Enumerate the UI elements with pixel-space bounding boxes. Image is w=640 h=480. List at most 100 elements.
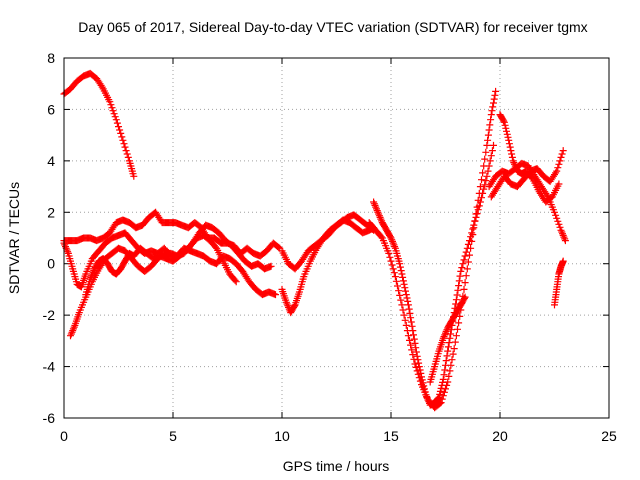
- data-point: [505, 136, 513, 144]
- data-point: [402, 291, 410, 299]
- data-point: [119, 136, 127, 144]
- plot-frame: [63, 57, 610, 419]
- data-point: [374, 208, 382, 216]
- data-point: [476, 183, 484, 191]
- data-point: [397, 267, 405, 275]
- data-point: [370, 200, 378, 208]
- data-point: [439, 392, 447, 400]
- data-point: [107, 101, 115, 109]
- data-point: [462, 272, 470, 280]
- data-point: [559, 257, 567, 265]
- data-point: [553, 167, 561, 175]
- data-point: [404, 301, 412, 309]
- data-point: [445, 372, 453, 380]
- data-point: [108, 104, 116, 112]
- data-point: [62, 243, 69, 251]
- y-tick-label: 6: [47, 101, 55, 117]
- data-point: [452, 296, 460, 304]
- data-point: [408, 322, 416, 330]
- data-point: [466, 251, 473, 259]
- data-point: [290, 302, 298, 310]
- data-point: [387, 257, 395, 265]
- data-point: [88, 270, 96, 278]
- data-point: [120, 140, 128, 148]
- data-point: [90, 267, 98, 275]
- data-point: [485, 126, 493, 134]
- data-point: [508, 150, 516, 158]
- data-point: [508, 153, 516, 161]
- data-point: [378, 217, 386, 225]
- data-point: [444, 343, 452, 351]
- data-point: [558, 228, 566, 236]
- data-point: [459, 260, 467, 268]
- data-point: [482, 148, 490, 156]
- data-point: [502, 124, 510, 132]
- data-point: [444, 378, 452, 386]
- data-point: [487, 116, 495, 124]
- data-point: [407, 341, 415, 349]
- data-point: [401, 284, 409, 292]
- data-point: [446, 367, 454, 375]
- data-point: [113, 119, 121, 127]
- data-point: [391, 273, 399, 281]
- data-point: [399, 277, 407, 285]
- data-point: [410, 335, 418, 343]
- data-point: [86, 275, 94, 283]
- data-points: [60, 69, 569, 412]
- data-point: [470, 224, 478, 232]
- data-point: [488, 107, 496, 115]
- data-point: [441, 366, 449, 374]
- data-point: [557, 226, 565, 234]
- data-point: [454, 325, 461, 333]
- data-point: [556, 157, 564, 165]
- data-point: [436, 399, 444, 407]
- data-point: [124, 153, 132, 161]
- data-point: [483, 172, 491, 180]
- data-point: [484, 136, 492, 144]
- data-point: [435, 393, 443, 401]
- y-tick-label: 4: [47, 153, 55, 169]
- data-point: [115, 123, 122, 131]
- data-point: [389, 265, 397, 273]
- data-point: [373, 205, 380, 213]
- data-point: [500, 118, 508, 126]
- data-point: [415, 374, 423, 382]
- data-point: [116, 126, 124, 134]
- data-point: [555, 180, 563, 188]
- data-point: [396, 291, 404, 299]
- data-point: [503, 130, 511, 138]
- data-point: [552, 211, 560, 219]
- data-point: [70, 323, 78, 331]
- data-point: [464, 240, 472, 248]
- data-point: [386, 233, 394, 241]
- data-point: [398, 270, 406, 278]
- data-point: [399, 273, 407, 281]
- data-point: [512, 164, 520, 172]
- data-point: [486, 121, 494, 129]
- data-point: [460, 285, 468, 293]
- data-point: [461, 252, 469, 260]
- data-point: [434, 394, 442, 402]
- data-point: [394, 282, 401, 290]
- data-point: [413, 367, 421, 375]
- y-axis-label: SDTVAR / TECUs: [6, 182, 22, 294]
- data-point: [462, 248, 470, 256]
- data-point: [117, 129, 125, 137]
- data-point: [460, 256, 468, 264]
- data-point: [559, 231, 567, 239]
- y-tick-label: -4: [43, 359, 56, 375]
- data-point: [468, 229, 476, 237]
- data-point: [440, 388, 448, 396]
- data-point: [551, 208, 558, 216]
- data-point: [442, 385, 449, 393]
- chart-title: Day 065 of 2017, Sidereal Day-to-day VTE…: [78, 19, 587, 35]
- data-point: [403, 294, 411, 302]
- data-point: [416, 377, 424, 385]
- data-point: [473, 203, 481, 211]
- data-point: [442, 327, 450, 335]
- data-point: [375, 212, 383, 220]
- data-point: [392, 277, 400, 285]
- data-point: [461, 279, 469, 287]
- data-point: [122, 147, 130, 155]
- data-point: [232, 278, 240, 286]
